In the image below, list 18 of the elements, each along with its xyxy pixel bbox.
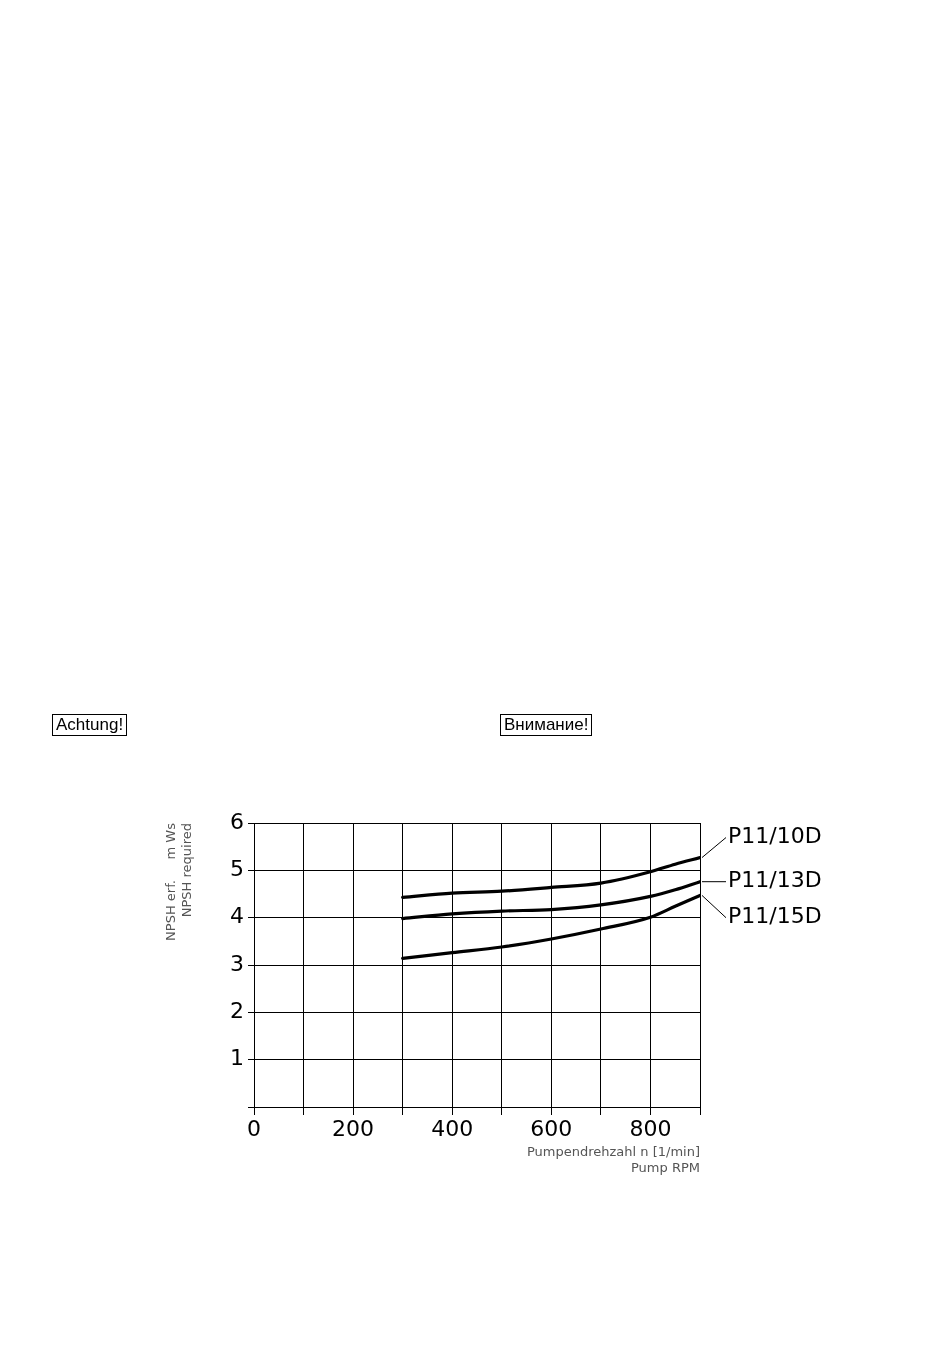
y-tick-label: 2 (230, 998, 244, 1024)
legend-label: P11/15D (728, 903, 822, 929)
legend-label: P11/13D (728, 867, 822, 893)
text: Achtung! (52, 714, 128, 736)
text: Внимание! (500, 714, 593, 736)
y-tick-label: 3 (230, 950, 244, 976)
x-tick-label: 200 (332, 1115, 375, 1141)
legend-label: P11/10D (728, 823, 822, 849)
y-tick-label: 4 (230, 903, 244, 929)
x-tick-label: 0 (247, 1115, 261, 1141)
y-tick-label: 6 (230, 808, 244, 834)
x-tick-label: 400 (431, 1115, 474, 1141)
x-tick-label: 600 (530, 1115, 573, 1141)
y-tick-label: 1 (230, 1045, 244, 1071)
y-axis-title: NPSH erf. m Ws NPSH required (163, 822, 194, 941)
y-tick-label: 5 (230, 856, 244, 882)
x-axis-title: Pumpendrehzahl n [1/min] Pump RPM (526, 1143, 700, 1175)
x-tick-label: 800 (629, 1115, 672, 1141)
